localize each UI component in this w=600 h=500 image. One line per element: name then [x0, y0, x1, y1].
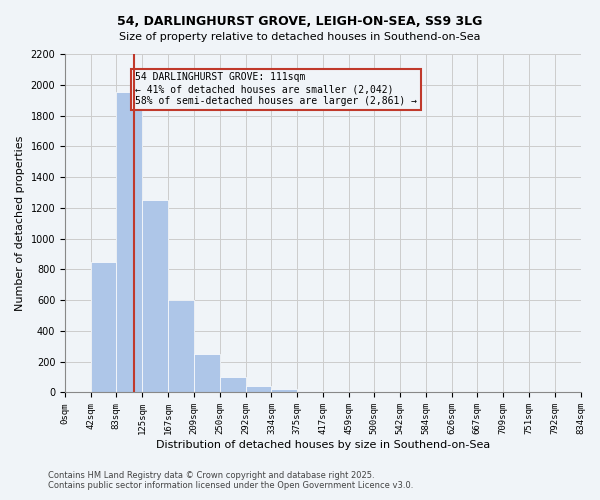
Bar — [323, 391, 349, 392]
Bar — [168, 300, 194, 392]
Text: 54 DARLINGHURST GROVE: 111sqm
← 41% of detached houses are smaller (2,042)
58% o: 54 DARLINGHURST GROVE: 111sqm ← 41% of d… — [135, 72, 417, 106]
Bar — [194, 354, 220, 393]
Bar — [220, 377, 245, 392]
Bar — [142, 200, 168, 392]
Bar — [271, 390, 297, 392]
Y-axis label: Number of detached properties: Number of detached properties — [15, 136, 25, 311]
Bar — [91, 262, 116, 392]
Text: Size of property relative to detached houses in Southend-on-Sea: Size of property relative to detached ho… — [119, 32, 481, 42]
Bar — [297, 391, 323, 392]
X-axis label: Distribution of detached houses by size in Southend-on-Sea: Distribution of detached houses by size … — [155, 440, 490, 450]
Text: Contains HM Land Registry data © Crown copyright and database right 2025.
Contai: Contains HM Land Registry data © Crown c… — [48, 470, 413, 490]
Bar — [116, 92, 142, 393]
Bar — [245, 386, 271, 392]
Text: 54, DARLINGHURST GROVE, LEIGH-ON-SEA, SS9 3LG: 54, DARLINGHURST GROVE, LEIGH-ON-SEA, SS… — [118, 15, 482, 28]
